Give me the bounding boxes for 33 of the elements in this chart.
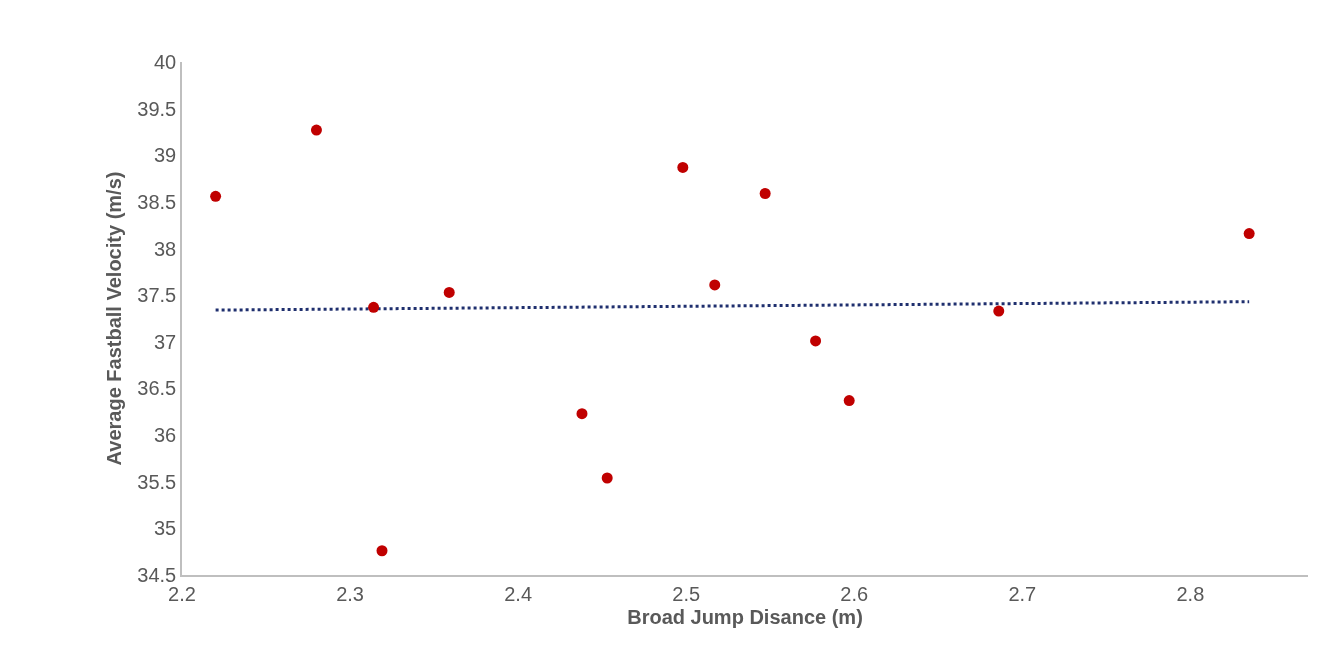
point [993,305,1005,317]
y-tick-label: 35.5 [137,470,177,493]
point [576,408,588,420]
point [810,335,822,347]
y-tick-label: 37.5 [137,284,177,307]
y-tick-label: 35 [154,517,177,540]
point [310,124,322,136]
point [677,161,689,173]
y-tick-label: 36.5 [137,377,177,400]
y-tick-label: 38.5 [137,190,177,213]
y-tick-label: 38 [154,237,177,260]
x-tick-label: 2.7 [1008,582,1037,605]
x-tick-label: 2.3 [336,582,364,605]
point [759,188,771,200]
point [210,190,222,202]
point [709,279,721,291]
x-tick-label: 2.6 [840,582,869,605]
point [376,545,388,557]
y-tick-label: 36 [154,424,177,447]
y-tick-label: 39 [154,144,177,167]
y-tick-label: 40 [154,51,177,73]
y-tick-label: 37 [154,330,177,353]
x-axis-title: Broad Jump Disance (m) [627,605,863,628]
y-tick-label: 39.5 [137,97,177,120]
x-tick-label: 2.5 [672,582,701,605]
point [443,286,455,298]
point [1243,228,1255,240]
y-axis-title: Average Fastball Velocity (m/s) [103,171,126,466]
point [368,301,380,313]
x-tick-label: 2.8 [1176,582,1205,605]
point [843,395,855,407]
x-tick-label: 2.4 [504,582,533,605]
point [601,472,613,484]
